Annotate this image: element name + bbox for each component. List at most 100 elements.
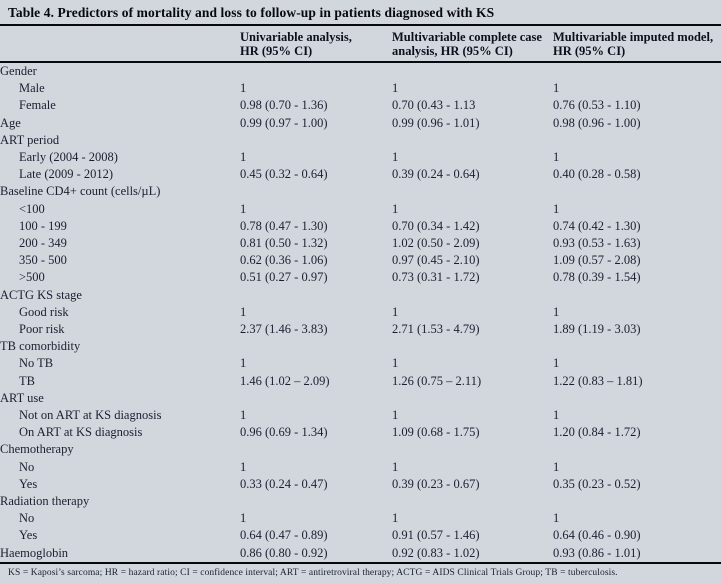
row-label: ACTG KS stage bbox=[0, 287, 82, 302]
cell-multivariable-complete-case: 2.71 (1.53 - 4.79) bbox=[392, 322, 480, 337]
cell-univariable bbox=[240, 132, 392, 149]
cell-univariable: 1 bbox=[240, 408, 247, 423]
table-row: Late (2009 - 2012) 0.45 (0.32 - 0.64) 0.… bbox=[0, 166, 721, 183]
cell-multivariable-imputed: 1.09 (0.57 - 2.08) bbox=[553, 253, 641, 268]
cell-multivariable-imputed: 1.20 (0.84 - 1.72) bbox=[553, 425, 641, 440]
cell-multivariable-imputed: 1.89 (1.19 - 3.03) bbox=[553, 322, 641, 337]
cell-multivariable-complete-case: 0.70 (0.43 - 1.13 bbox=[392, 98, 476, 113]
cell-multivariable-imputed: 1 bbox=[553, 459, 560, 474]
cell-univariable: 0.86 (0.80 - 0.92) bbox=[240, 545, 328, 560]
cell-univariable: 1 bbox=[240, 356, 247, 371]
row-label: 100 - 199 bbox=[19, 218, 67, 233]
cell-multivariable-imputed bbox=[553, 62, 721, 80]
table-row: 100 - 199 0.78 (0.47 - 1.30) 0.70 (0.34 … bbox=[0, 218, 721, 235]
cell-univariable: 0.99 (0.97 - 1.00) bbox=[240, 115, 328, 130]
cell-multivariable-imputed: 1 bbox=[553, 304, 560, 319]
cell-multivariable-imputed: 1 bbox=[553, 356, 560, 371]
cell-multivariable-imputed: 1 bbox=[553, 408, 560, 423]
column-header-multivariable-imputed: Multivariable imputed model, HR (95% CI) bbox=[553, 26, 721, 63]
cell-univariable: 1 bbox=[240, 459, 247, 474]
table-row: No TB 1 1 1 bbox=[0, 355, 721, 372]
cell-multivariable-complete-case: 1 bbox=[392, 459, 399, 474]
cell-univariable: 1 bbox=[240, 201, 247, 216]
table-title: Table 4. Predictors of mortality and los… bbox=[0, 0, 721, 26]
cell-multivariable-imputed: 0.93 (0.86 - 1.01) bbox=[553, 545, 641, 560]
table-row: ART period bbox=[0, 132, 721, 149]
table-row: Early (2004 - 2008) 1 1 1 bbox=[0, 149, 721, 166]
table-row: ART use bbox=[0, 390, 721, 407]
cell-multivariable-complete-case: 1 bbox=[392, 150, 399, 165]
cell-multivariable-complete-case: 0.39 (0.23 - 0.67) bbox=[392, 476, 480, 491]
cell-multivariable-imputed bbox=[553, 338, 721, 355]
cell-multivariable-complete-case: 1.26 (0.75 – 2.11) bbox=[392, 373, 482, 388]
cell-multivariable-complete-case: 1 bbox=[392, 511, 399, 526]
cell-univariable: 1.46 (1.02 – 2.09) bbox=[240, 373, 330, 388]
cell-multivariable-complete-case: 0.39 (0.24 - 0.64) bbox=[392, 167, 480, 182]
row-label: >500 bbox=[19, 270, 45, 285]
cell-univariable: 1 bbox=[240, 304, 247, 319]
cell-multivariable-complete-case bbox=[392, 287, 553, 304]
column-header-variable bbox=[0, 26, 240, 63]
cell-multivariable-imputed: 0.74 (0.42 - 1.30) bbox=[553, 218, 641, 233]
row-label: Good risk bbox=[19, 304, 69, 319]
table-row: Age 0.99 (0.97 - 1.00) 0.99 (0.96 - 1.01… bbox=[0, 115, 721, 132]
row-label: No TB bbox=[19, 356, 54, 371]
cell-multivariable-imputed: 1 bbox=[553, 150, 560, 165]
cell-multivariable-complete-case: 0.99 (0.96 - 1.01) bbox=[392, 115, 480, 130]
table-header: Univariable analysis, HR (95% CI) Multiv… bbox=[0, 26, 721, 63]
table-row: Haemoglobin 0.86 (0.80 - 0.92) 0.92 (0.8… bbox=[0, 545, 721, 563]
cell-multivariable-complete-case: 0.91 (0.57 - 1.46) bbox=[392, 528, 480, 543]
cell-multivariable-imputed: 1 bbox=[553, 81, 560, 96]
cell-multivariable-imputed bbox=[553, 183, 721, 200]
table-row: 200 - 349 0.81 (0.50 - 1.32) 1.02 (0.50 … bbox=[0, 235, 721, 252]
cell-multivariable-imputed: 0.64 (0.46 - 0.90) bbox=[553, 528, 641, 543]
table-body: Gender Male 1 1 1 Female 0.98 (0.70 - 1.… bbox=[0, 62, 721, 563]
cell-univariable bbox=[240, 390, 392, 407]
cell-multivariable-complete-case bbox=[392, 338, 553, 355]
table-row: ACTG KS stage bbox=[0, 287, 721, 304]
cell-univariable: 0.64 (0.47 - 0.89) bbox=[240, 528, 328, 543]
cell-univariable: 2.37 (1.46 - 3.83) bbox=[240, 322, 328, 337]
cell-multivariable-complete-case: 0.73 (0.31 - 1.72) bbox=[392, 270, 480, 285]
row-label: Gender bbox=[0, 64, 37, 78]
table-row: >500 0.51 (0.27 - 0.97) 0.73 (0.31 - 1.7… bbox=[0, 269, 721, 286]
cell-univariable bbox=[240, 338, 392, 355]
table-row: Not on ART at KS diagnosis 1 1 1 bbox=[0, 407, 721, 424]
row-label: Radiation therapy bbox=[0, 494, 90, 509]
table-row: Female 0.98 (0.70 - 1.36) 0.70 (0.43 - 1… bbox=[0, 97, 721, 114]
results-table: Univariable analysis, HR (95% CI) Multiv… bbox=[0, 26, 721, 564]
row-label: TB bbox=[19, 373, 35, 388]
cell-univariable bbox=[240, 287, 392, 304]
row-label: 200 - 349 bbox=[19, 236, 67, 251]
cell-multivariable-complete-case: 1.02 (0.50 - 2.09) bbox=[392, 236, 480, 251]
column-header-univariable: Univariable analysis, HR (95% CI) bbox=[240, 26, 392, 63]
row-label: On ART at KS diagnosis bbox=[19, 425, 143, 440]
cell-multivariable-imputed: 0.76 (0.53 - 1.10) bbox=[553, 98, 641, 113]
row-label: TB comorbidity bbox=[0, 339, 81, 354]
cell-multivariable-complete-case: 0.92 (0.83 - 1.02) bbox=[392, 545, 480, 560]
cell-multivariable-complete-case: 1 bbox=[392, 304, 399, 319]
table-row: Yes 0.64 (0.47 - 0.89) 0.91 (0.57 - 1.46… bbox=[0, 527, 721, 544]
cell-multivariable-imputed: 0.93 (0.53 - 1.63) bbox=[553, 236, 641, 251]
cell-univariable: 0.33 (0.24 - 0.47) bbox=[240, 476, 328, 491]
table-row: TB comorbidity bbox=[0, 338, 721, 355]
table-row: No 1 1 1 bbox=[0, 510, 721, 527]
cell-univariable: 0.96 (0.69 - 1.34) bbox=[240, 425, 328, 440]
column-header-multivariable-complete-case: Multivariable complete case analysis, HR… bbox=[392, 26, 553, 63]
table-row: Yes 0.33 (0.24 - 0.47) 0.39 (0.23 - 0.67… bbox=[0, 476, 721, 493]
row-label: Age bbox=[0, 115, 21, 130]
cell-multivariable-complete-case bbox=[392, 493, 553, 510]
table-row: On ART at KS diagnosis 0.96 (0.69 - 1.34… bbox=[0, 424, 721, 441]
cell-univariable: 1 bbox=[240, 150, 247, 165]
cell-univariable: 1 bbox=[240, 511, 247, 526]
cell-multivariable-imputed bbox=[553, 287, 721, 304]
cell-multivariable-complete-case bbox=[392, 183, 553, 200]
cell-univariable bbox=[240, 183, 392, 200]
table-row: Gender bbox=[0, 62, 721, 80]
table-row: Baseline CD4+ count (cells/µL) bbox=[0, 183, 721, 200]
row-label: Yes bbox=[19, 476, 38, 491]
cell-multivariable-imputed bbox=[553, 493, 721, 510]
cell-univariable: 0.98 (0.70 - 1.36) bbox=[240, 98, 328, 113]
table-row: No 1 1 1 bbox=[0, 459, 721, 476]
cell-multivariable-complete-case: 0.97 (0.45 - 2.10) bbox=[392, 253, 480, 268]
